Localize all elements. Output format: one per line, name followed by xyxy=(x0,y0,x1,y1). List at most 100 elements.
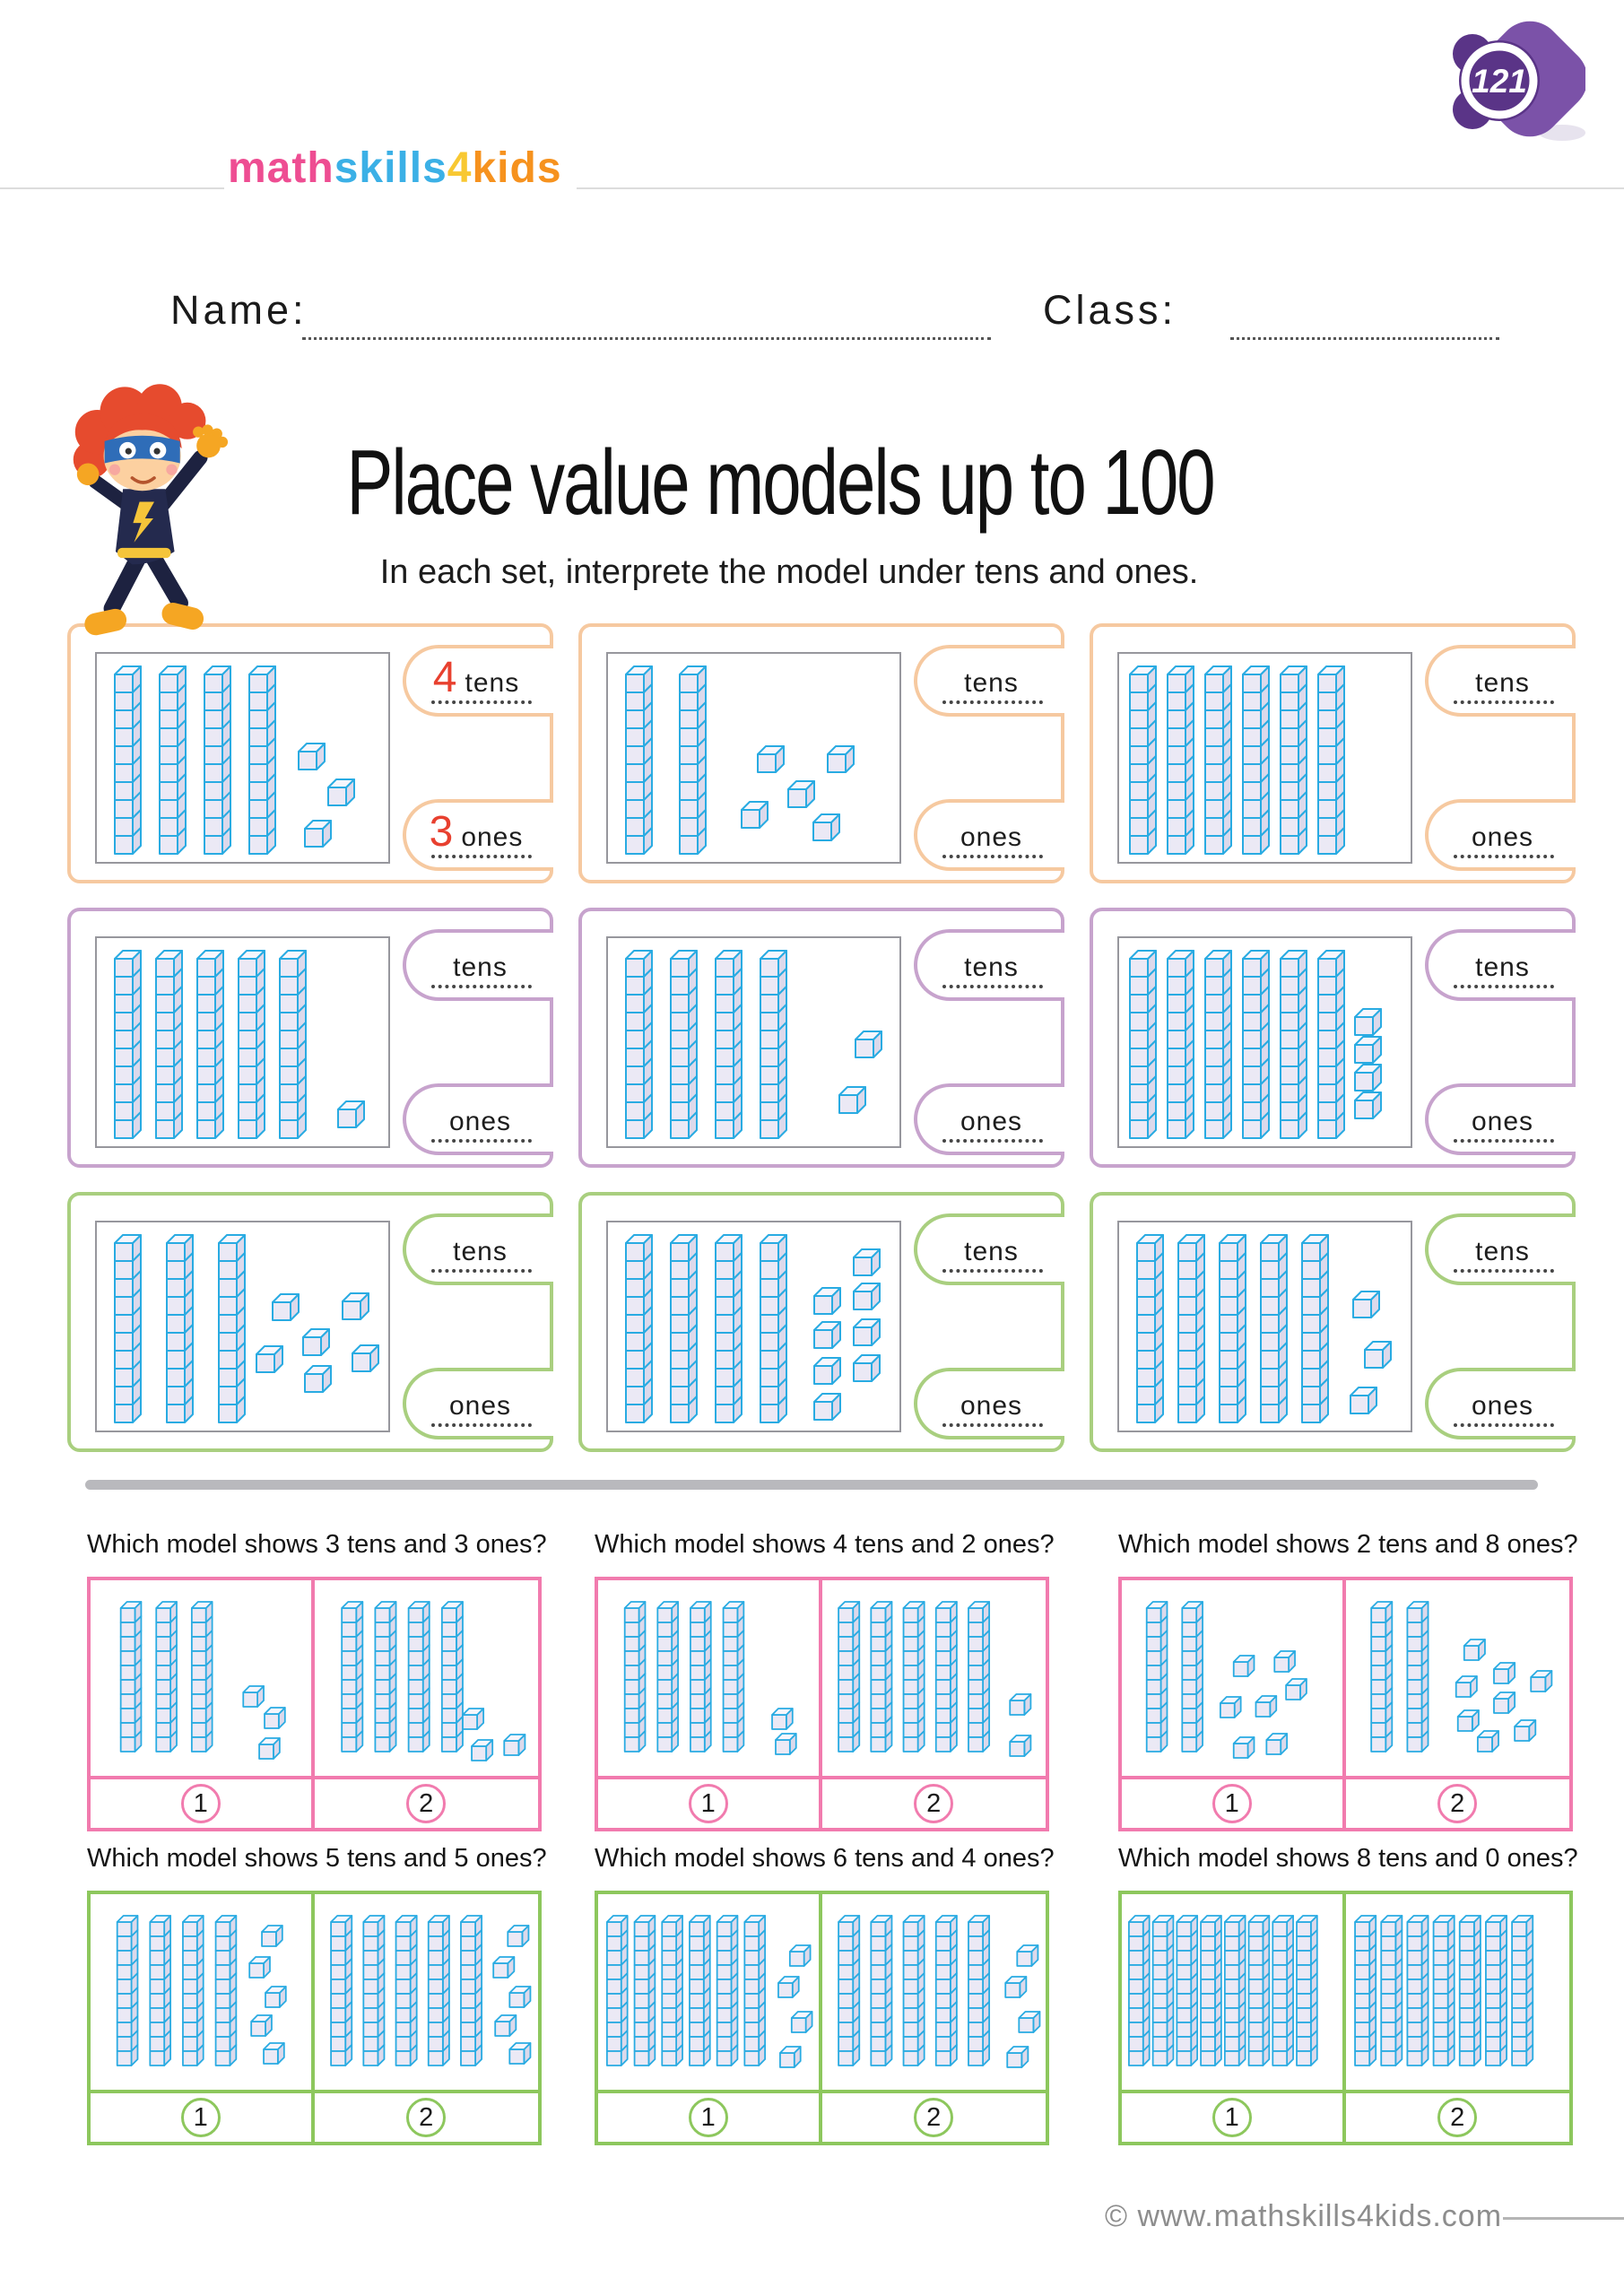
tens-answer-tab[interactable]: tens xyxy=(1425,1213,1576,1285)
copyright-text: © www.mathskills4kids.com xyxy=(1105,2199,1503,2233)
tens-label: tens xyxy=(1475,952,1530,982)
instruction-text: In each set, interprete the model under … xyxy=(379,553,1199,591)
place-value-card-3: tens ones xyxy=(1090,623,1576,883)
logo-part-4: 4 xyxy=(447,144,473,192)
ones-answer-tab[interactable]: ones xyxy=(1425,1368,1576,1439)
tens-label: tens xyxy=(964,952,1019,982)
tens-answer-tab[interactable]: tens xyxy=(403,1213,553,1285)
place-value-cards-grid: 4 tens 3 ones tens ones tens xyxy=(67,623,1576,1452)
ones-answer-tab[interactable]: ones xyxy=(1425,799,1576,871)
ones-dotted-line xyxy=(431,855,532,858)
model-option-2[interactable] xyxy=(315,1894,539,2090)
model-area xyxy=(606,1221,901,1432)
model-option-1[interactable] xyxy=(1122,1580,1346,1776)
page-number-badge: 121 xyxy=(1453,21,1585,141)
place-value-card-5: tens ones xyxy=(578,908,1064,1168)
option-1-circle[interactable]: 1 xyxy=(688,2098,728,2137)
ones-dotted-line xyxy=(1454,1139,1554,1143)
ones-dotted-line xyxy=(1454,1423,1554,1427)
question-2: Which model shows 4 tens and 2 ones? 1 2 xyxy=(595,1530,1055,1831)
tens-answer-tab[interactable]: tens xyxy=(403,929,553,1001)
ones-answer-tab[interactable]: ones xyxy=(1425,1083,1576,1155)
tens-answer-tab[interactable]: tens xyxy=(1425,929,1576,1001)
ones-label: ones xyxy=(960,1107,1023,1136)
ones-answer: 3 xyxy=(429,808,454,856)
model-option-1[interactable] xyxy=(598,1580,822,1776)
ones-answer-tab[interactable]: ones xyxy=(914,799,1064,871)
tens-answer-tab[interactable]: tens xyxy=(914,645,1064,717)
model-option-1[interactable] xyxy=(91,1894,315,2090)
tens-answer-tab[interactable]: tens xyxy=(914,929,1064,1001)
option-2-circle[interactable]: 2 xyxy=(1437,2098,1478,2137)
option-2-circle[interactable]: 2 xyxy=(1437,1784,1478,1823)
mathskills4kids-logo: mathskills4kids xyxy=(224,144,577,193)
tens-answer-tab[interactable]: tens xyxy=(914,1213,1064,1285)
ones-answer-tab[interactable]: ones xyxy=(403,1083,553,1155)
question-text: Which model shows 5 tens and 5 ones? xyxy=(87,1844,547,1873)
tens-dotted-line xyxy=(1454,985,1554,988)
model-area xyxy=(1117,936,1412,1148)
question-3: Which model shows 2 tens and 8 ones? 1 2 xyxy=(1118,1530,1578,1831)
place-value-card-7: tens ones xyxy=(67,1192,553,1452)
tens-label: tens xyxy=(453,952,508,982)
option-2-circle[interactable]: 2 xyxy=(406,2098,447,2137)
page-title: Place value models up to 100 xyxy=(346,430,1215,535)
model-area xyxy=(95,652,390,864)
tens-dotted-line xyxy=(431,1269,532,1273)
ones-answer-tab[interactable]: ones xyxy=(914,1368,1064,1439)
tens-answer-tab[interactable]: tens xyxy=(1425,645,1576,717)
place-value-card-4: tens ones xyxy=(67,908,553,1168)
tens-label: tens xyxy=(1475,668,1530,698)
place-value-card-1: 4 tens 3 ones xyxy=(67,623,553,883)
ones-label: ones xyxy=(1471,1107,1534,1136)
model-option-2[interactable] xyxy=(315,1580,539,1776)
model-option-2[interactable] xyxy=(822,1894,1046,2090)
tens-label: tens xyxy=(465,668,520,698)
model-area xyxy=(606,936,901,1148)
name-label: Name: xyxy=(170,287,308,333)
tens-dotted-line xyxy=(431,700,532,704)
tens-dotted-line xyxy=(1454,1269,1554,1273)
ones-answer-tab[interactable]: ones xyxy=(403,1368,553,1439)
model-option-1[interactable] xyxy=(1122,1894,1346,2090)
option-1-circle[interactable]: 1 xyxy=(688,1784,728,1823)
tens-answer-tab[interactable]: 4 tens xyxy=(403,645,553,717)
header-divider-line xyxy=(0,187,1624,189)
question-1: Which model shows 3 tens and 3 ones? 1 2 xyxy=(87,1530,547,1831)
option-2-circle[interactable]: 2 xyxy=(406,1784,447,1823)
ones-label: ones xyxy=(461,822,524,852)
place-value-card-8: tens ones xyxy=(578,1192,1064,1452)
model-option-2[interactable] xyxy=(1346,1894,1570,2090)
tens-label: tens xyxy=(964,1237,1019,1266)
class-input-line[interactable] xyxy=(1230,298,1499,340)
option-1-circle[interactable]: 1 xyxy=(180,1784,221,1823)
model-option-2[interactable] xyxy=(1346,1580,1570,1776)
model-area xyxy=(95,1221,390,1432)
option-1-circle[interactable]: 1 xyxy=(1211,1784,1252,1823)
model-option-1[interactable] xyxy=(598,1894,822,2090)
model-option-2[interactable] xyxy=(822,1580,1046,1776)
option-1-circle[interactable]: 1 xyxy=(1211,2098,1252,2137)
page-number: 121 xyxy=(1472,63,1527,100)
ones-dotted-line xyxy=(942,855,1043,858)
option-2-circle[interactable]: 2 xyxy=(914,1784,954,1823)
tens-dotted-line xyxy=(431,985,532,988)
option-1-circle[interactable]: 1 xyxy=(180,2098,221,2137)
ones-dotted-line xyxy=(942,1423,1043,1427)
model-area xyxy=(95,936,390,1148)
class-label: Class: xyxy=(1043,287,1177,333)
question-text: Which model shows 2 tens and 8 ones? xyxy=(1118,1530,1578,1559)
place-value-card-2: tens ones xyxy=(578,623,1064,883)
option-2-circle[interactable]: 2 xyxy=(914,2098,954,2137)
ones-answer-tab[interactable]: 3 ones xyxy=(403,799,553,871)
model-option-1[interactable] xyxy=(91,1580,315,1776)
ones-answer-tab[interactable]: ones xyxy=(914,1083,1064,1155)
section-divider xyxy=(85,1480,1538,1490)
name-input-line[interactable] xyxy=(302,298,991,340)
tens-dotted-line xyxy=(942,700,1043,704)
model-area xyxy=(606,652,901,864)
question-text: Which model shows 6 tens and 4 ones? xyxy=(595,1844,1055,1873)
ones-label: ones xyxy=(448,1107,512,1136)
ones-dotted-line xyxy=(431,1423,532,1427)
